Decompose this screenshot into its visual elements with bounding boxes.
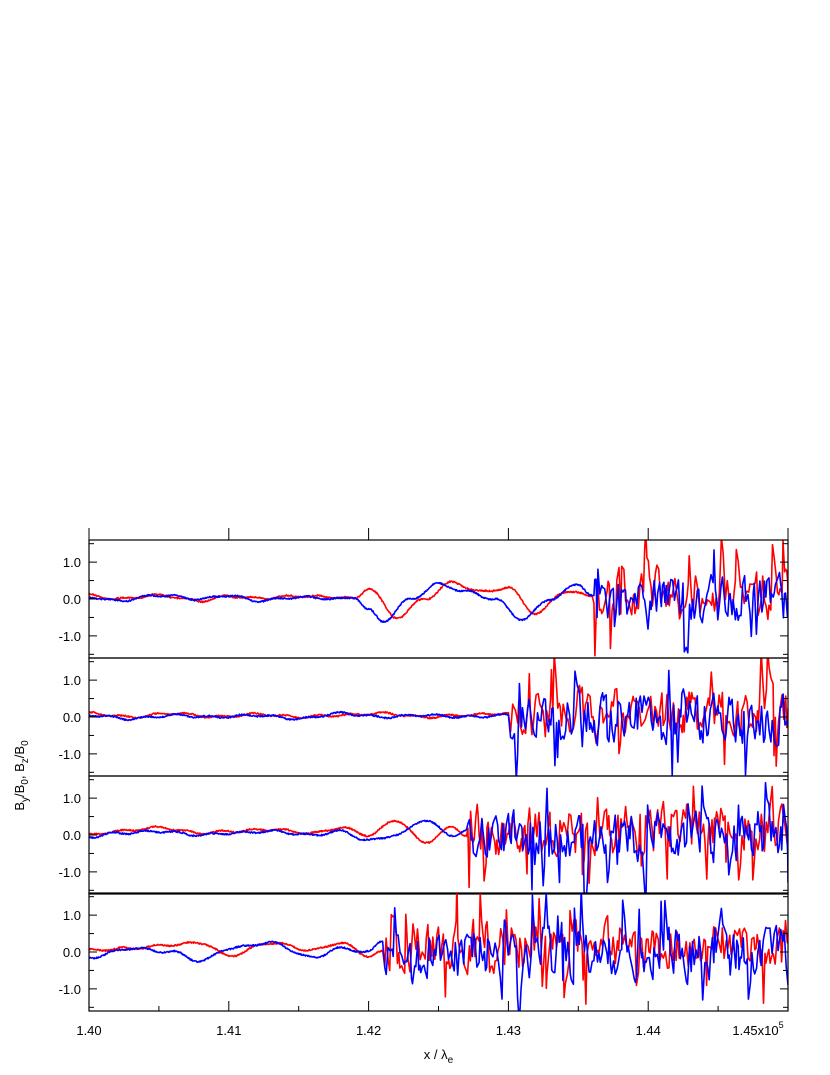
panel-1: -1.0 0.0 1.0 bbox=[59, 539, 789, 659]
panel-3-series-bz-line bbox=[89, 781, 788, 894]
x-tick-label: 1.41 bbox=[216, 1023, 241, 1038]
panel-3: -1.0 0.0 1.0 bbox=[59, 775, 789, 895]
panel-2-y-tick-label: -1.0 bbox=[59, 747, 81, 762]
panel-2-series-by-line bbox=[89, 658, 788, 767]
panel-3-y-tick-label: 0.0 bbox=[63, 828, 81, 843]
x-tick-label: 1.40 bbox=[76, 1023, 101, 1038]
panel-4-y-tick-label: 0.0 bbox=[63, 945, 81, 960]
panel-2-y-tick-label: 1.0 bbox=[63, 673, 81, 688]
panel-2: -1.0 0.0 1.0 bbox=[59, 657, 789, 777]
panel-1-y-tick-label: 1.0 bbox=[63, 555, 81, 570]
panel-4-series-bz-line bbox=[89, 893, 788, 1011]
panel-1-series-bz-line bbox=[89, 549, 788, 654]
panel-3-series-by-line bbox=[89, 785, 788, 889]
y-axis-title: By/B0, Bz/B0 bbox=[12, 740, 31, 811]
panel-1-y-tick-label: 0.0 bbox=[63, 592, 81, 607]
x-axis-ticks: 1.40 1.41 1.42 1.43 1.44 1.45x105 bbox=[76, 528, 789, 1038]
x-tick-label: 1.44 bbox=[636, 1023, 661, 1038]
x-tick-label: 1.45x105 bbox=[732, 1020, 783, 1038]
x-tick-label: 1.43 bbox=[496, 1023, 521, 1038]
panel-4-y-tick-label: 1.0 bbox=[63, 908, 81, 923]
panel-3-y-tick-label: 1.0 bbox=[63, 791, 81, 806]
panel-1-y-tick-label: -1.0 bbox=[59, 629, 81, 644]
panel-2-y-tick-label: 0.0 bbox=[63, 710, 81, 725]
x-tick-label: 1.42 bbox=[356, 1023, 381, 1038]
x-axis-title: x / λe bbox=[424, 1047, 454, 1066]
panel-4: -1.0 0.0 1.0 bbox=[59, 892, 789, 1012]
panels-group: -1.0 0.0 1.0 -1.0 0.0 1.0 -1.0 0.0 1.0 -1.0 0.0 1.0 bbox=[59, 539, 789, 1012]
panel-4-series-by-line bbox=[89, 893, 788, 1005]
panel-3-y-tick-label: -1.0 bbox=[59, 865, 81, 880]
panel-2-series-bz-line bbox=[89, 669, 788, 776]
panel-4-y-tick-label: -1.0 bbox=[59, 982, 81, 997]
